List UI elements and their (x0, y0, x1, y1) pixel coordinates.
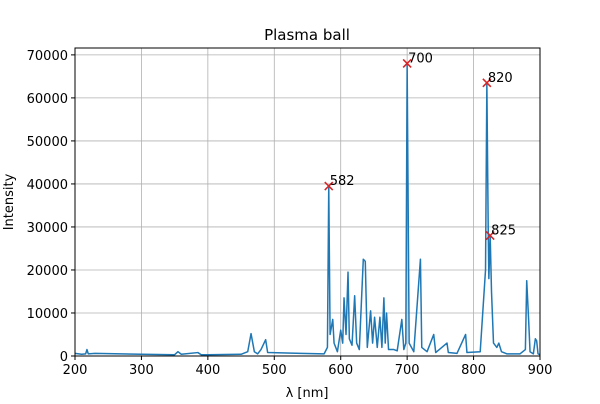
spectrum-line (74, 62, 541, 356)
y-tick-label: 50000 (27, 135, 68, 150)
y-tick-label: 0 (60, 350, 68, 365)
peak-label: 582 (330, 174, 355, 189)
x-tick-label: 500 (262, 363, 287, 378)
peak-marker (402, 58, 412, 69)
peak-label: 825 (491, 224, 516, 239)
x-tick-label: 400 (195, 363, 220, 378)
peak-marker (485, 230, 495, 241)
x-tick-label: 800 (461, 363, 486, 378)
y-tick-label: 30000 (27, 221, 68, 236)
peak-marker (482, 78, 492, 88)
x-tick-label: 700 (395, 363, 420, 378)
peak-label: 820 (488, 71, 513, 86)
plot-frame (74, 47, 541, 357)
peak-label: 700 (408, 51, 433, 66)
x-axis-label: λ [nm] (286, 386, 329, 400)
y-tick-label: 40000 (27, 178, 68, 193)
y-tick-label: 10000 (27, 307, 68, 322)
peak-marker (324, 181, 334, 191)
x-tick-label: 900 (528, 363, 553, 378)
y-tick-label: 60000 (27, 92, 68, 107)
x-tick-label: 300 (129, 363, 154, 378)
x-tick-label: 200 (63, 363, 88, 378)
chart-title: Plasma ball (264, 26, 350, 44)
y-axis-label: Intensity (2, 173, 17, 230)
x-tick-label: 600 (328, 363, 353, 378)
y-tick-label: 70000 (27, 49, 68, 64)
y-tick-label: 20000 (27, 264, 68, 279)
